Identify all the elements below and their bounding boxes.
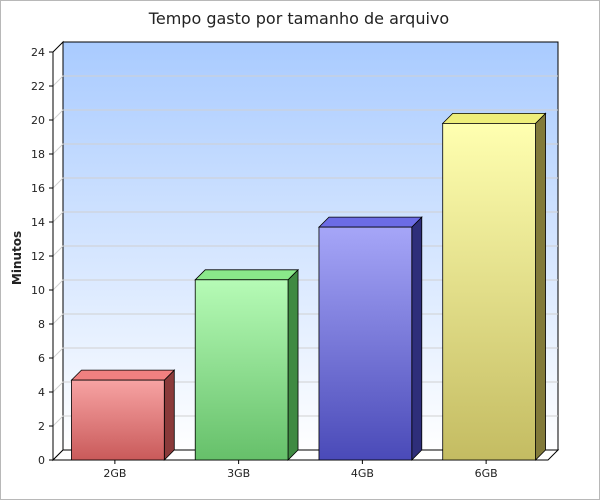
y-tick-label: 18: [31, 148, 45, 161]
y-tick-label: 22: [31, 80, 45, 93]
y-axis-label: Minutos: [10, 231, 24, 285]
x-tick-label: 3GB: [227, 467, 250, 480]
y-tick-label: 2: [38, 420, 45, 433]
x-tick-label: 2GB: [103, 467, 126, 480]
y-tick-label: 6: [38, 352, 45, 365]
y-tick-label: 12: [31, 250, 45, 263]
bar-top-face: [441, 113, 547, 124]
bar-2GB: [70, 369, 176, 461]
bar-side-face: [535, 112, 546, 461]
x-tick-label: 6GB: [475, 467, 498, 480]
y-tick-label: 0: [38, 454, 45, 467]
grid-line: [52, 177, 558, 189]
grid-line: [52, 75, 558, 87]
y-tick-label: 10: [31, 284, 45, 297]
y-tick-label: 4: [38, 386, 45, 399]
bar-top-face: [194, 269, 299, 281]
bar-4GB: [318, 216, 423, 461]
y-tick-label: 8: [38, 318, 45, 331]
grid-line: [52, 211, 558, 223]
y-tick-label: 20: [31, 114, 45, 127]
bar-6GB: [441, 112, 547, 461]
y-tick-label: 14: [31, 216, 45, 229]
bar-top-face: [318, 216, 423, 228]
bar-front-face: [71, 379, 165, 461]
bar-front-face: [318, 226, 413, 461]
bar-3GB: [194, 268, 299, 461]
bar-front-face: [194, 279, 289, 461]
chart-title: Tempo gasto por tamanho de arquivo: [148, 9, 449, 28]
x-tick-label: 4GB: [351, 467, 374, 480]
y-tick-label: 24: [31, 46, 45, 59]
bar-front-face: [442, 123, 536, 461]
grid-line: [52, 109, 558, 121]
bar-top-face: [70, 369, 176, 381]
y-tick-label: 16: [31, 182, 45, 195]
bar-side-face: [411, 216, 423, 461]
bar-side-face: [287, 268, 299, 461]
grid-line: [52, 143, 558, 155]
bar-side-face: [163, 369, 175, 461]
